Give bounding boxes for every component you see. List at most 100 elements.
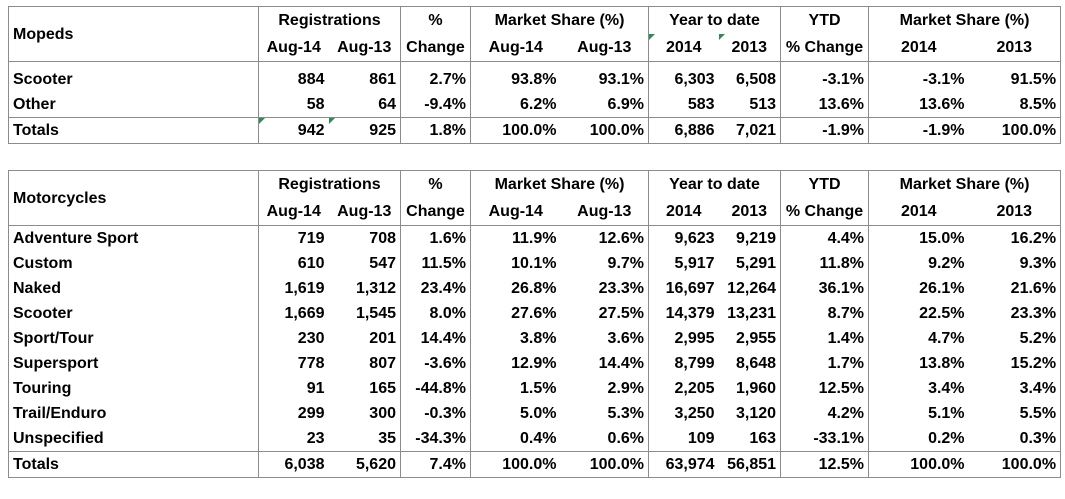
cell-ytd-share-2013: 8.5% [968,92,1062,118]
totals-reg-aug13: 925 [328,117,401,144]
cell-ytd-share-2014: 26.1% [868,276,969,301]
cell-category: Other [8,92,259,118]
cell-ytd-share-2013: 21.6% [968,276,1062,301]
cell-ytd-share-2014: 5.1% [868,401,969,426]
cell-ytd-change: 12.5% [780,376,869,401]
cell-ytd-change: 36.1% [780,276,869,301]
cell-share-aug13: 6.9% [560,92,649,118]
cell-ytd-share-2013: 0.3% [968,426,1062,452]
totals-ytd-2014: 6,886 [648,117,719,144]
motorcycles-totals: Totals 6,038 5,620 7.4% 100.0% 100.0% 63,974 56… [8,451,1062,478]
cell-ytd-2013: 12,264 [727,280,777,297]
motorcycles-body: Adventure Sport 719 708 1.6% 11.9% 12.6% 9,623… [8,225,1062,452]
motorcycles-header-row-2: Aug-14 Aug-13 Change Aug-14 Aug-13 2014 … [9,198,1062,226]
market-share-header: Market Share (%) [469,170,649,198]
cell-ytd-share-2013: 15.2% [968,351,1062,376]
cell-share-aug13: 3.6% [607,330,645,347]
cell-share-aug13: 2.9% [607,380,645,397]
cell-category: Scooter [8,301,259,326]
cell-reg-aug13: 1,312 [355,280,396,297]
cell-category: Unspecified [8,426,259,452]
ytd-2014-header: 2014 [648,34,719,62]
cell-reg-aug14: 1,619 [258,276,329,301]
cell-ytd-2013: 8,648 [735,355,777,372]
cell-share-aug13: 0.6% [560,426,649,452]
mopeds-table: Mopeds Registrations % Market Share (%) … [8,6,1062,144]
totals-row: Totals 6,038 5,620 7.4% 100.0% 100.0% 63,974 56… [8,451,1062,478]
totals-share-aug13: 100.0% [560,451,649,478]
cell-pct-change: 8.0% [400,301,471,326]
ytd-market-share-header: Market Share (%) [868,170,1062,198]
cell-ytd-2013: 9,219 [735,230,777,247]
cell-share-aug13: 14.4% [598,355,645,372]
aug13-header: Aug-13 [328,198,401,226]
registrations-header: Registrations [258,6,401,34]
cell-ytd-change: 8.7% [780,301,869,326]
cell-ytd-2014: 6,303 [648,67,719,92]
change-header: Change [400,34,471,62]
cell-ytd-share-2013: 16.2% [968,225,1062,251]
totals-category: Totals [8,451,259,478]
cell-ytd-2013: 513 [718,92,781,118]
cell-reg-aug13: 165 [369,380,396,397]
aug14-header: Aug-14 [258,34,329,62]
cell-share-aug14: 12.9% [470,351,561,376]
share-aug14-header: Aug-14 [470,34,561,62]
cell-share-aug14: 1.5% [470,376,561,401]
cell-share-aug13: 27.5% [598,305,645,322]
mopeds-header-row-1: Mopeds Registrations % Market Share (%) … [8,6,1062,62]
totals-ytd-2014: 63,974 [648,451,719,478]
cell-pct-change: 1.6% [400,225,471,251]
cell-category: Adventure Sport [8,225,259,251]
table-row: Custom 610 547 11.5% 10.1% 9.7% 5,917 5,291 11.8… [8,251,1062,276]
mopeds-header-row-2: Aug-14 Aug-13 Change Aug-14 Aug-13 2014 … [9,34,1062,62]
cell-ytd-share-2013: 5.5% [968,401,1062,426]
mopeds-totals: Totals 942 925 1.8% 100.0% 100.0% 6,886 7,021 -1… [8,117,1062,144]
cell-ytd-change: 4.4% [780,225,869,251]
cell-ytd-2013: 2,955 [735,330,777,347]
cell-share-aug13: 12.6% [598,230,645,247]
pct-header: % [400,170,471,198]
cell-ytd-2014: 109 [648,426,719,452]
cell-pct-change: -0.3% [400,401,471,426]
ytd-header: YTD [780,6,869,34]
cell-share-aug14: 27.6% [470,301,561,326]
cell-reg-aug13: 64 [328,92,401,118]
cell-pct-change: -34.3% [400,426,471,452]
cell-ytd-share-2014: -3.1% [868,67,969,92]
totals-share-aug14: 100.0% [470,117,561,144]
cell-share-aug14: 3.8% [470,326,561,351]
totals-ytd-change: 12.5% [780,451,869,478]
cell-reg-aug13: 547 [369,255,396,272]
cell-reg-aug14: 58 [258,92,329,118]
cell-pct-change: 23.4% [400,276,471,301]
table-row: Trail/Enduro 299 300 -0.3% 5.0% 5.3% 3,250 3,12… [8,401,1062,426]
cell-ytd-share-2013: 5.2% [968,326,1062,351]
ytd-title-header: Year to date [648,170,781,198]
cell-reg-aug13: 708 [369,230,396,247]
market-share-header: Market Share (%) [469,6,649,34]
totals-ytd-change: -1.9% [780,117,869,144]
totals-reg-aug14: 6,038 [258,451,329,478]
table-row: Scooter 1,669 1,545 8.0% 27.6% 27.5% 14,379 13,… [8,301,1062,326]
cell-reg-aug13: 201 [369,330,396,347]
ytd-2013-header: 2013 [718,34,781,62]
cell-category: Touring [8,376,259,401]
cell-ytd-2014: 583 [648,92,719,118]
cell-ytd-share-2013: 91.5% [968,67,1062,92]
cell-ytd-share-2013: 23.3% [968,301,1062,326]
cell-reg-aug14: 778 [258,351,329,376]
totals-category: Totals [8,117,259,144]
cell-category: Scooter [8,67,259,92]
ytd-share-2014-header: 2014 [868,198,969,226]
totals-row: Totals 942 925 1.8% 100.0% 100.0% 6,886 7,021 -1… [8,117,1062,144]
table-row: Naked 1,619 1,312 23.4% 26.8% 23.3% 16,697 12,2… [8,276,1062,301]
change-header: Change [400,198,471,226]
motorcycles-title: Motorcycles [8,170,259,226]
cell-ytd-change: 13.6% [780,92,869,118]
cell-ytd-2014: 2,205 [648,376,719,401]
cell-ytd-share-2014: 4.7% [868,326,969,351]
cell-ytd-2014: 9,623 [648,225,719,251]
cell-share-aug13: 9.7% [607,255,645,272]
pct-header: % [400,6,471,34]
